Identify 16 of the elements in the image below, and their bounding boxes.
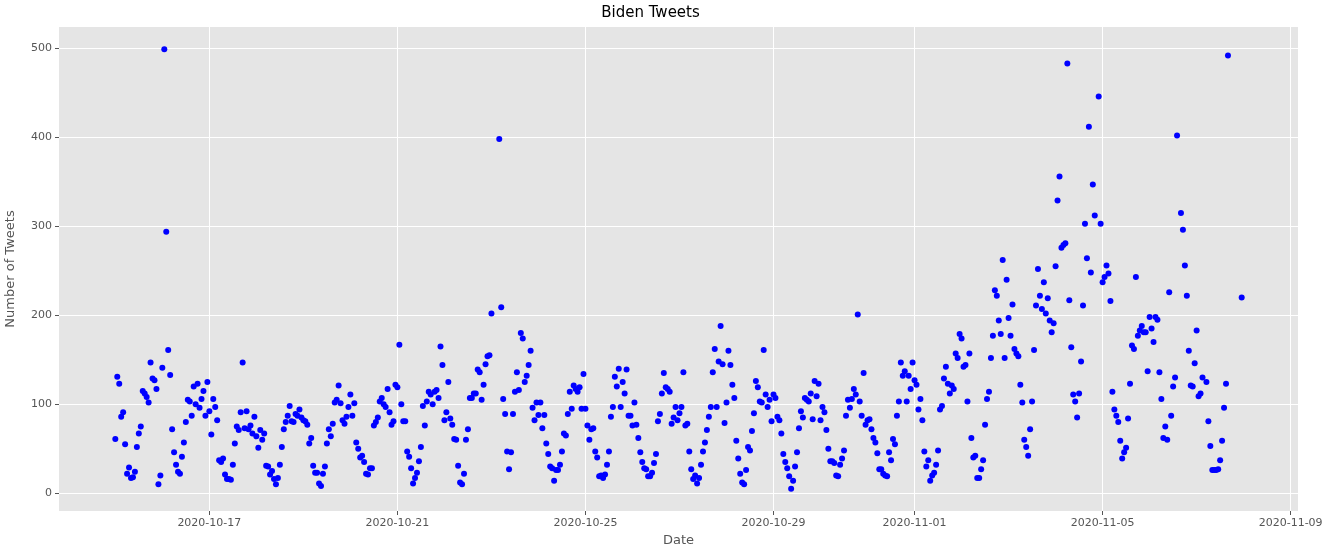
chart-title: Biden Tweets bbox=[601, 2, 700, 21]
y-tick-label: 400 bbox=[31, 130, 52, 144]
x-tick-label: 2020-10-25 bbox=[553, 516, 618, 530]
y-tick-label: 300 bbox=[31, 219, 52, 233]
x-tick-label: 2020-11-09 bbox=[1258, 516, 1323, 530]
y-axis-title: Number of Tweets bbox=[2, 210, 18, 328]
x-axis-title: Date bbox=[662, 531, 695, 547]
y-tick-label: 100 bbox=[31, 397, 52, 411]
y-tick-label: 200 bbox=[31, 308, 52, 322]
x-tick-label: 2020-10-21 bbox=[365, 516, 430, 530]
x-tick-label: 2020-10-17 bbox=[177, 516, 242, 530]
x-tick-label: 2020-11-05 bbox=[1070, 516, 1135, 530]
x-tick-label: 2020-11-01 bbox=[882, 516, 947, 530]
y-tick-label: 0 bbox=[45, 486, 52, 500]
x-tick-label: 2020-10-29 bbox=[741, 516, 806, 530]
y-tick-label: 500 bbox=[31, 41, 52, 55]
